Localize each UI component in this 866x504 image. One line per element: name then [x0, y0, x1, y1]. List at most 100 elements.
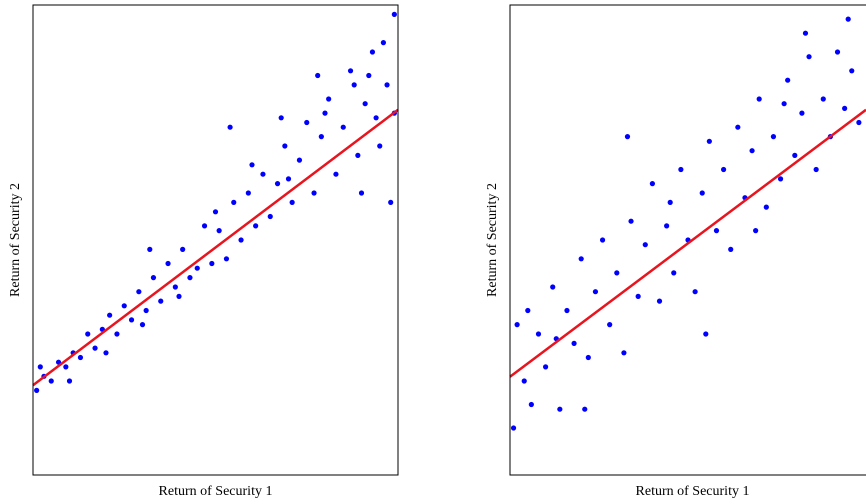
- point: [785, 77, 791, 83]
- y-axis-label: Return of Security 2: [485, 183, 500, 297]
- point: [355, 152, 361, 158]
- point: [806, 54, 812, 60]
- point: [635, 293, 641, 299]
- point: [249, 162, 255, 168]
- point: [267, 213, 273, 220]
- point: [749, 148, 755, 154]
- x-axis-label: Return of Security 1: [159, 484, 273, 499]
- point: [340, 124, 346, 130]
- point: [856, 119, 862, 126]
- fit-line: [32, 108, 399, 387]
- point: [165, 260, 171, 267]
- point: [614, 270, 620, 276]
- point: [150, 275, 157, 281]
- point: [585, 354, 591, 361]
- point: [369, 49, 376, 55]
- point: [366, 72, 372, 79]
- point: [92, 345, 98, 351]
- point: [85, 331, 91, 337]
- point: [667, 199, 673, 205]
- x-axis-label: Return of Security 1: [636, 484, 750, 499]
- point: [550, 284, 556, 290]
- point: [578, 256, 584, 262]
- point: [770, 134, 777, 140]
- point: [285, 176, 292, 182]
- point: [326, 96, 332, 102]
- point: [377, 143, 383, 149]
- point: [656, 298, 663, 304]
- point: [66, 378, 73, 384]
- point: [781, 101, 787, 107]
- point: [599, 237, 606, 243]
- point: [333, 171, 339, 177]
- point: [34, 387, 40, 393]
- point: [607, 322, 613, 328]
- point: [107, 312, 113, 318]
- point: [849, 68, 855, 74]
- point: [289, 199, 295, 205]
- panel: Return of Security 1 Return of Security 2: [485, 4, 866, 499]
- point: [296, 157, 303, 163]
- point: [121, 303, 127, 309]
- point: [535, 331, 542, 337]
- point: [621, 350, 627, 356]
- point: [380, 40, 386, 46]
- point: [77, 354, 84, 361]
- point: [37, 364, 43, 370]
- point: [274, 181, 281, 187]
- point: [253, 223, 259, 229]
- point: [114, 331, 120, 337]
- point: [388, 199, 394, 205]
- point: [245, 190, 251, 196]
- point: [678, 166, 684, 173]
- point: [624, 134, 631, 140]
- point: [172, 284, 178, 290]
- point: [842, 105, 848, 111]
- point: [231, 199, 237, 205]
- point: [802, 30, 809, 36]
- point: [728, 246, 734, 252]
- point: [223, 256, 230, 262]
- fit-line: [509, 108, 866, 378]
- point: [642, 242, 648, 248]
- point: [238, 237, 244, 243]
- point: [510, 425, 517, 431]
- point: [194, 265, 200, 271]
- point: [384, 82, 390, 88]
- point: [139, 322, 146, 328]
- point: [212, 209, 219, 215]
- point: [628, 218, 634, 224]
- point: [834, 49, 841, 55]
- point: [176, 293, 182, 299]
- point: [201, 223, 208, 229]
- point: [706, 138, 712, 144]
- plot-frame: [32, 4, 399, 476]
- point: [699, 190, 705, 196]
- point: [282, 143, 288, 149]
- point: [143, 307, 149, 314]
- point: [571, 340, 577, 346]
- point: [48, 378, 54, 384]
- point: [753, 228, 759, 234]
- point: [136, 289, 142, 295]
- point: [311, 190, 317, 196]
- point: [260, 171, 266, 177]
- point: [304, 119, 310, 126]
- point: [128, 317, 135, 323]
- point: [525, 307, 531, 314]
- point: [664, 223, 670, 229]
- point: [721, 166, 727, 173]
- point: [799, 110, 805, 116]
- point: [713, 228, 720, 234]
- point: [514, 322, 520, 328]
- panel: Return of Security 1 Return of Security 2: [8, 4, 399, 499]
- point: [582, 406, 588, 412]
- point: [756, 96, 762, 102]
- point: [813, 166, 819, 173]
- point: [777, 176, 784, 182]
- point: [216, 228, 222, 234]
- point: [209, 260, 215, 267]
- plot-frame: [509, 4, 866, 476]
- point: [564, 307, 570, 314]
